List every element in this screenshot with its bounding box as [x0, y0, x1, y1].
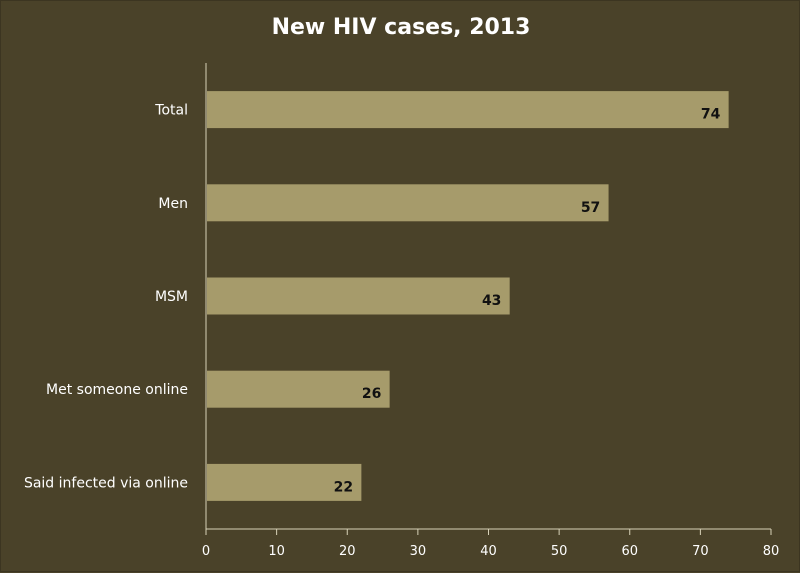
- bar-0: [207, 91, 729, 129]
- x-tick-label-3: 30: [410, 544, 427, 559]
- data-label-0: 74: [701, 107, 721, 123]
- category-label-4: Said infected via online: [24, 475, 188, 491]
- x-tick-label-0: 0: [202, 544, 210, 559]
- x-tick-label-1: 10: [268, 544, 285, 559]
- category-label-1: Men: [158, 196, 188, 212]
- bar-3: [207, 370, 390, 408]
- x-tick-label-4: 40: [480, 544, 497, 559]
- category-label-0: Total: [154, 103, 188, 119]
- data-label-1: 57: [581, 200, 600, 216]
- data-label-3: 26: [362, 386, 381, 402]
- data-label-4: 22: [334, 479, 353, 495]
- x-tick-label-8: 80: [763, 544, 780, 559]
- axis-layer: [205, 63, 772, 535]
- chart-title: New HIV cases, 2013: [271, 15, 531, 40]
- bar-2: [207, 277, 510, 315]
- category-label-2: MSM: [155, 289, 188, 305]
- data-label-2: 43: [482, 293, 501, 309]
- x-tick-label-7: 70: [692, 544, 709, 559]
- labels-layer: Total 74 Men 57 MSM 43 Met someone online 26 Sai…: [24, 103, 779, 559]
- bar-4: [207, 463, 362, 501]
- category-label-3: Met someone online: [46, 382, 188, 398]
- x-tick-label-6: 60: [621, 544, 638, 559]
- x-tick-label-2: 20: [339, 544, 356, 559]
- bar-1: [207, 184, 609, 222]
- x-tick-label-5: 50: [551, 544, 568, 559]
- bars-layer: [207, 91, 729, 501]
